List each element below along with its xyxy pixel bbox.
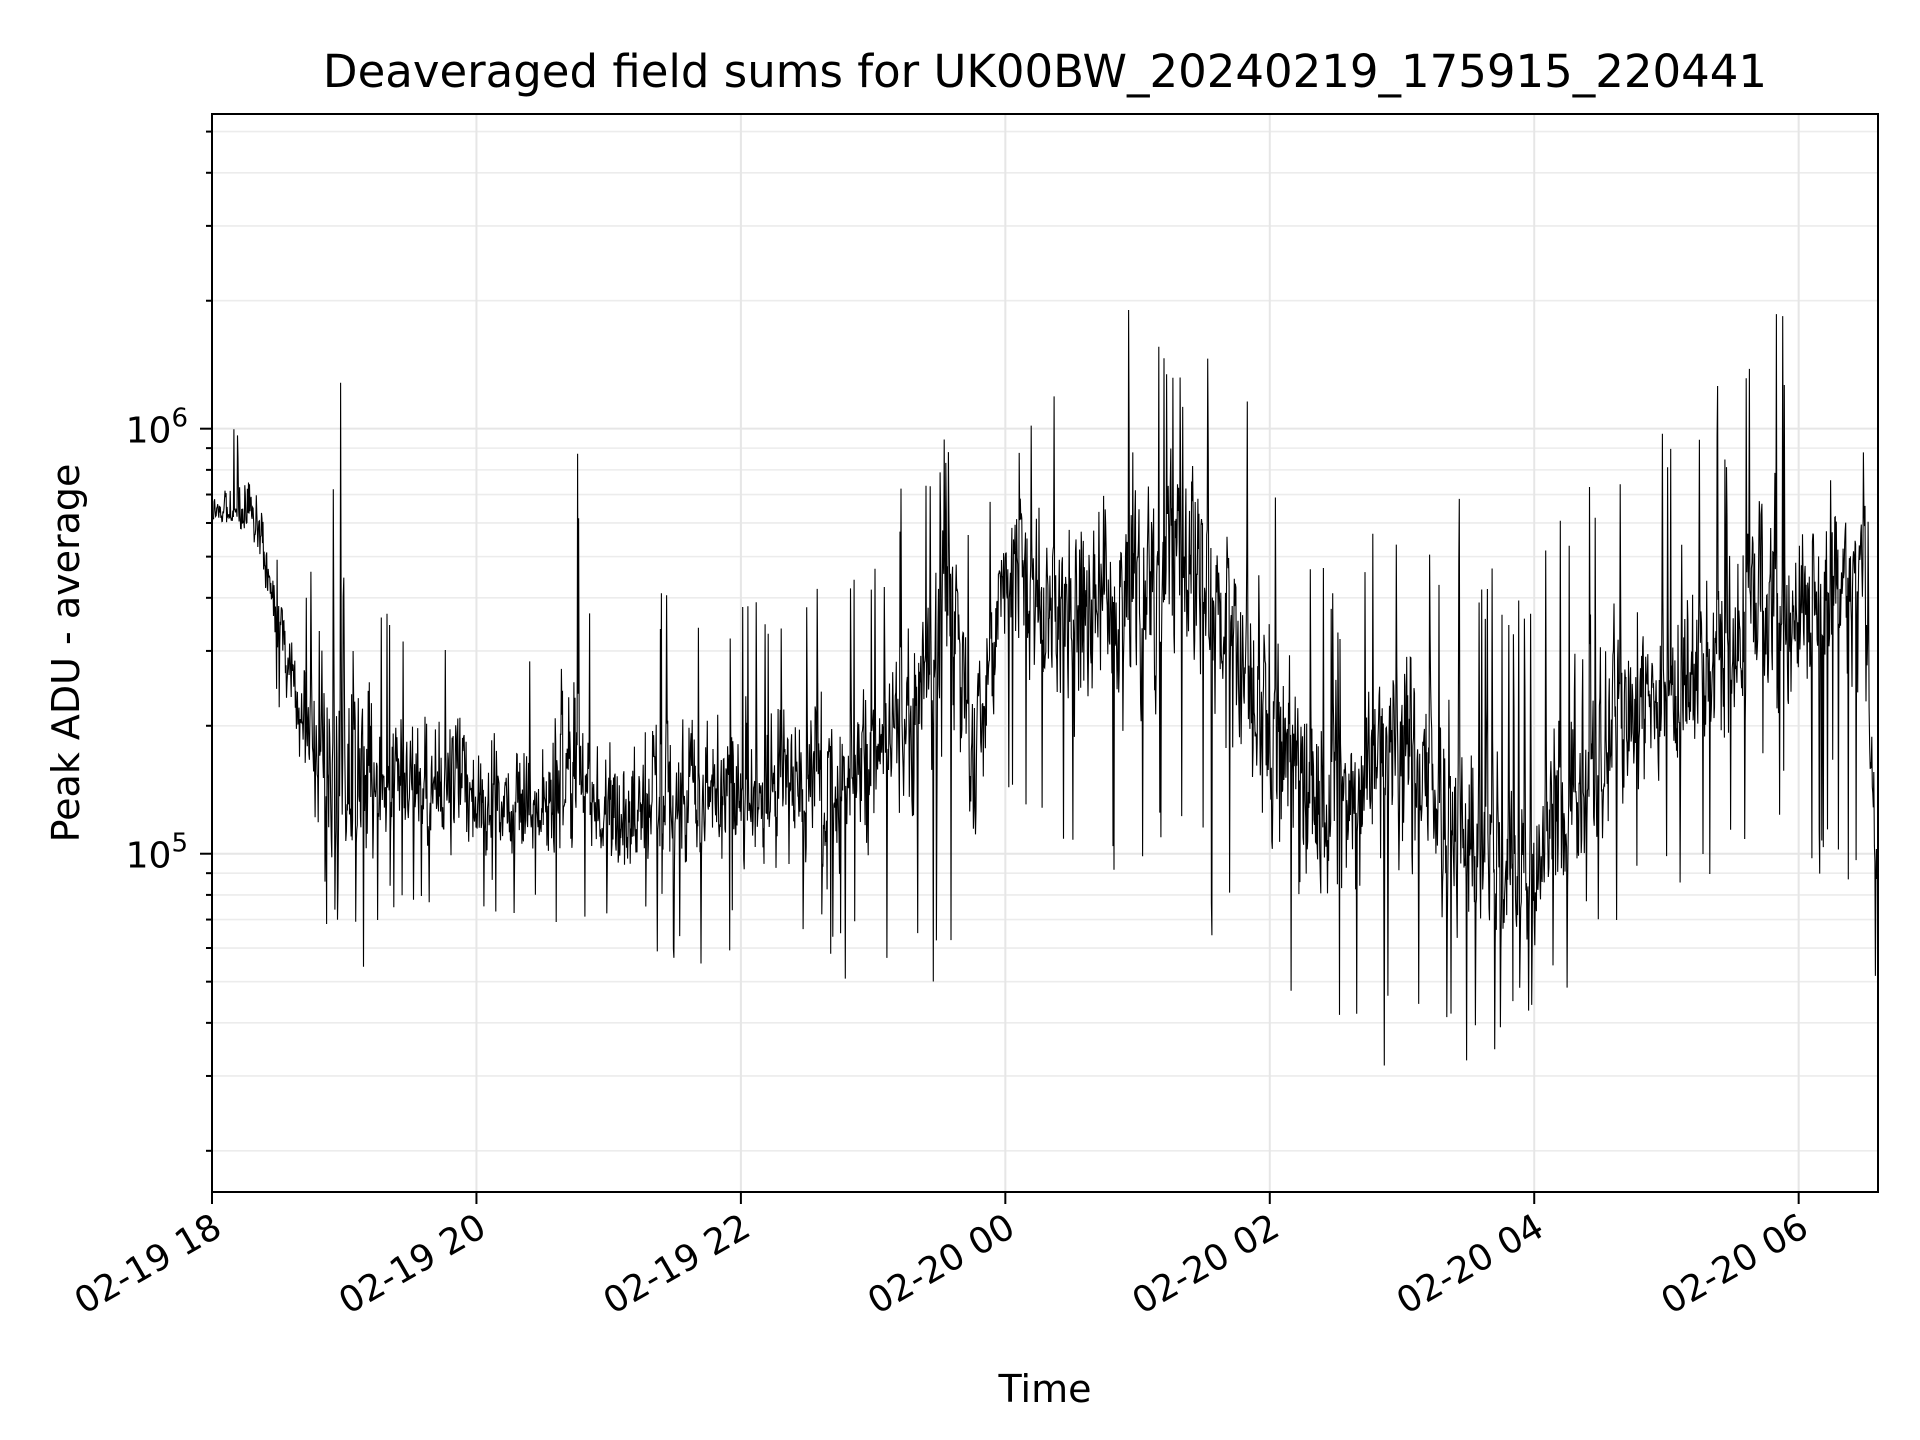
series-line (211, 309, 1879, 1066)
y-tick-label: 106 (126, 404, 188, 452)
y-tick-base: 10 (126, 836, 172, 877)
data-layer (211, 309, 1879, 1066)
y-tick-exponent: 5 (171, 829, 188, 859)
plot-frame (211, 113, 1879, 1193)
y-tick-exponent: 6 (171, 404, 188, 434)
x-axis-label: Time (998, 1367, 1092, 1411)
y-tick-base: 10 (126, 411, 172, 452)
chart-title: Deaveraged field sums for UK00BW_2024021… (323, 45, 1767, 98)
y-axis-label: Peak ADU - average (44, 464, 88, 843)
y-tick-label: 105 (126, 829, 188, 877)
